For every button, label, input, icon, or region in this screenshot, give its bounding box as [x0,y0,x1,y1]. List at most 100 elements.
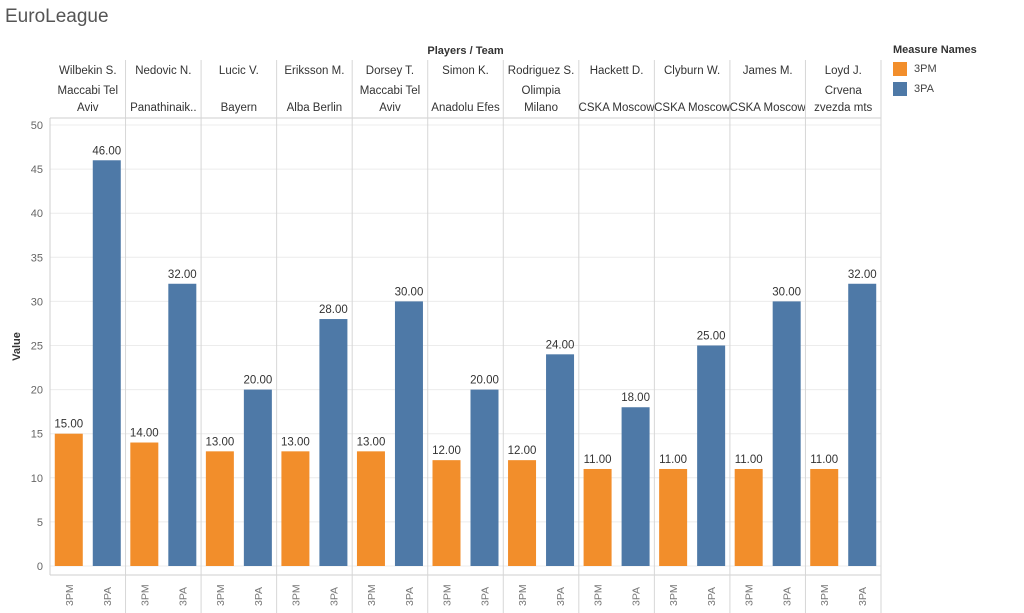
x-tick-label: 3PA [404,587,416,606]
legend: Measure Names 3PM 3PA [893,44,977,96]
team-label: zvezda mts [814,102,872,114]
bar-3pm[interactable] [508,460,537,566]
bar-3pa[interactable] [848,283,877,566]
team-label: Bayern [221,102,257,114]
legend-swatch-3pa [893,82,907,96]
bar-3pm[interactable] [659,468,688,566]
player-label: Hackett D. [590,65,644,77]
x-tick-label: 3PA [555,587,567,606]
bar-3pa[interactable] [621,407,650,566]
bar-3pa[interactable] [92,160,121,566]
y-tick-label: 40 [31,208,43,220]
x-tick-label: 3PM [290,584,302,606]
bar-3pm[interactable] [583,468,612,566]
bar-3pa[interactable] [697,345,726,567]
bar-3pa[interactable] [470,389,499,566]
x-tick-label: 3PM [593,584,605,606]
y-tick-label: 50 [31,120,43,132]
y-tick-label: 10 [31,473,43,485]
player-label: Lucic V. [219,65,259,77]
bar-3pa[interactable] [546,354,575,566]
player-label: Rodriguez S. [508,65,574,77]
x-tick-label: 3PM [64,584,76,606]
y-tick-label: 45 [31,164,43,176]
bar-3pa[interactable] [772,301,801,566]
player-label: Simon K. [442,65,489,77]
bar-3pa[interactable] [319,319,348,566]
x-tick-label: 3PA [480,587,492,606]
team-label: Anadolu Efes [431,102,500,114]
team-label: Alba Berlin [287,102,343,114]
data-label: 11.00 [735,454,763,466]
data-label: 30.00 [395,286,424,298]
team-label: CSKA Moscow [579,102,656,114]
x-tick-label: 3PM [366,584,378,606]
x-tick-label: 3PM [744,584,756,606]
legend-label-3pm: 3PM [914,63,937,75]
team-label: CSKA Moscow [654,102,731,114]
x-tick-label: 3PA [706,587,718,606]
legend-label-3pa: 3PA [914,83,934,95]
data-label: 11.00 [810,454,838,466]
team-label: Crvena [825,85,863,97]
x-tick-label: 3PM [517,584,529,606]
bar-3pm[interactable] [54,433,83,566]
data-label: 32.00 [848,269,877,281]
team-label: Maccabi Tel [360,85,421,97]
team-label: Panathinaik.. [130,102,197,114]
bar-3pm[interactable] [356,451,385,566]
data-label: 11.00 [584,454,612,466]
x-tick-label: 3PA [328,587,340,606]
legend-title: Measure Names [893,44,977,56]
legend-item-3pm[interactable]: 3PM [893,62,977,76]
data-label: 13.00 [281,436,310,448]
x-tick-label: 3PM [215,584,227,606]
data-label: 14.00 [130,428,159,440]
data-label: 12.00 [432,445,461,457]
y-tick-label: 25 [31,341,43,353]
team-label: Aviv [77,102,99,114]
data-label: 18.00 [621,392,650,404]
data-label: 30.00 [772,286,801,298]
header-title: Players / Team [427,45,503,57]
x-tick-label: 3PA [102,587,114,606]
data-label: 28.00 [319,304,348,316]
y-tick-label: 15 [31,429,43,441]
legend-item-3pa[interactable]: 3PA [893,82,977,96]
bar-3pm[interactable] [281,451,310,566]
bar-3pa[interactable] [168,283,197,566]
x-tick-label: 3PA [253,587,265,606]
bar-3pa[interactable] [243,389,272,566]
player-label: Wilbekin S. [59,65,117,77]
data-label: 46.00 [92,145,121,157]
data-label: 12.00 [508,445,537,457]
bar-3pm[interactable] [130,442,159,566]
bar-3pm[interactable] [205,451,234,566]
x-tick-label: 3PA [631,587,643,606]
data-label: 15.00 [54,419,83,431]
data-label: 20.00 [243,375,272,387]
y-tick-label: 20 [31,385,43,397]
bar-3pm[interactable] [734,468,763,566]
bar-3pm[interactable] [432,460,461,566]
player-label: Dorsey T. [366,65,414,77]
team-label: Milano [524,102,558,114]
data-label: 32.00 [168,269,197,281]
player-label: Clyburn W. [664,65,720,77]
team-label: Aviv [379,102,401,114]
x-tick-label: 3PA [782,587,794,606]
x-tick-label: 3PM [139,584,151,606]
player-label: Nedovic N. [135,65,191,77]
y-tick-label: 0 [37,561,43,573]
x-tick-label: 3PA [857,587,869,606]
data-label: 20.00 [470,375,499,387]
data-label: 13.00 [357,436,386,448]
x-tick-label: 3PM [668,584,680,606]
bar-3pm[interactable] [810,468,839,566]
player-label: Eriksson M. [284,65,344,77]
legend-swatch-3pm [893,62,907,76]
x-tick-label: 3PA [177,587,189,606]
team-label: Olimpia [522,85,562,97]
y-axis-label: Value [11,332,23,361]
bar-3pa[interactable] [394,301,423,566]
